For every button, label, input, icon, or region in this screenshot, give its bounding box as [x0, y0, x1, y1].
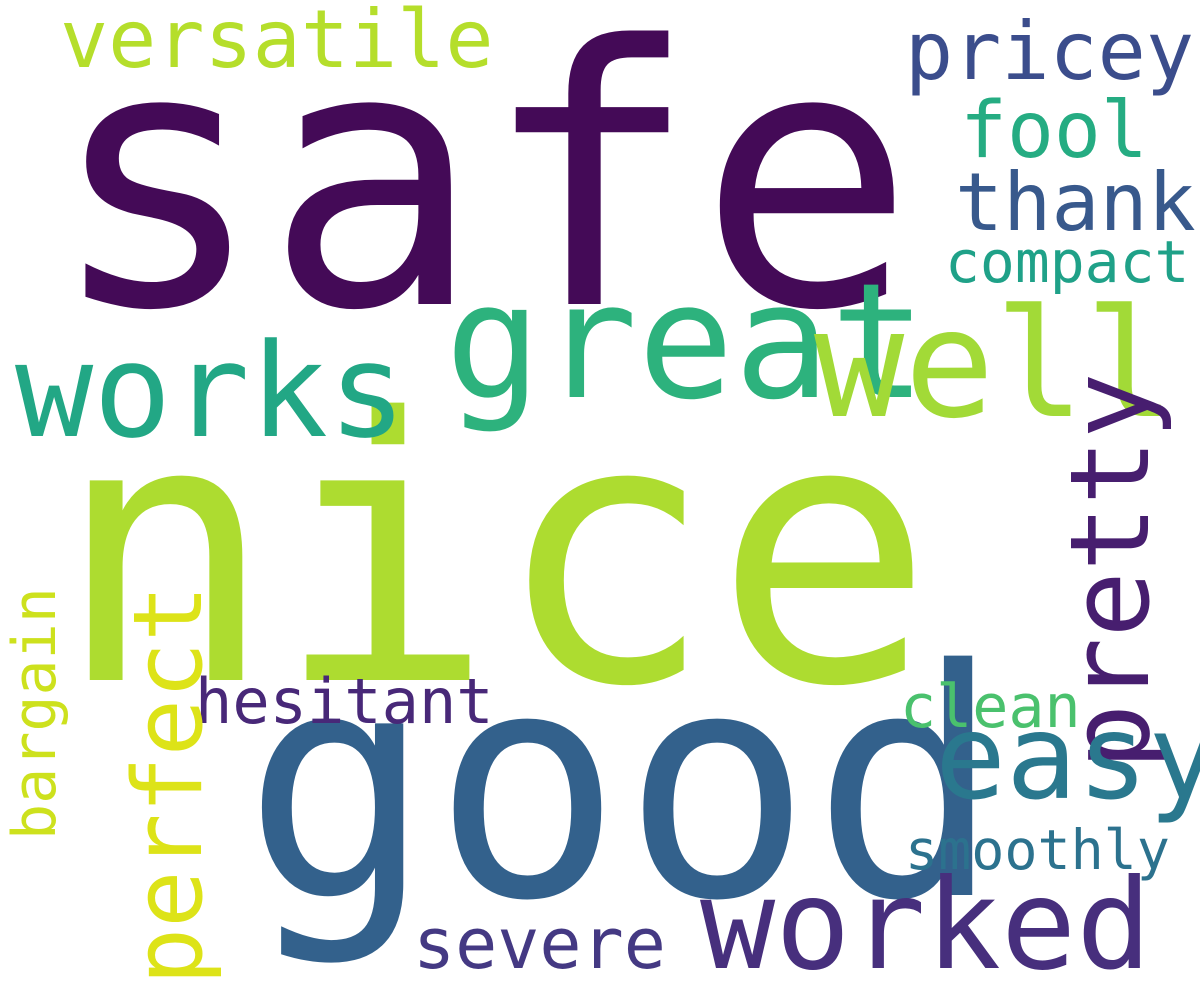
word-bargain: bargain [0, 587, 70, 840]
word-great: great [445, 248, 927, 435]
word-severe: severe [413, 903, 666, 985]
word-nice: nice [55, 342, 934, 767]
word-worked: worked [700, 853, 1152, 998]
word-thank: thank [955, 156, 1196, 249]
word-clean: clean [900, 672, 1081, 742]
word-easy: easy [935, 688, 1200, 826]
word-smoothly: smoothly [905, 818, 1170, 882]
word-versatile: versatile [60, 0, 494, 86]
word-pricey: pricey [905, 5, 1194, 98]
word-good: good [243, 604, 1002, 970]
word-fool: fool [960, 86, 1148, 176]
word-well: well [814, 278, 1176, 452]
word-safe: safe [48, 0, 915, 389]
word-perfect: perfect [114, 584, 224, 985]
word-compact: compact [945, 228, 1190, 296]
word-hesitant: hesitant [195, 665, 494, 738]
word-works: works [15, 315, 407, 467]
